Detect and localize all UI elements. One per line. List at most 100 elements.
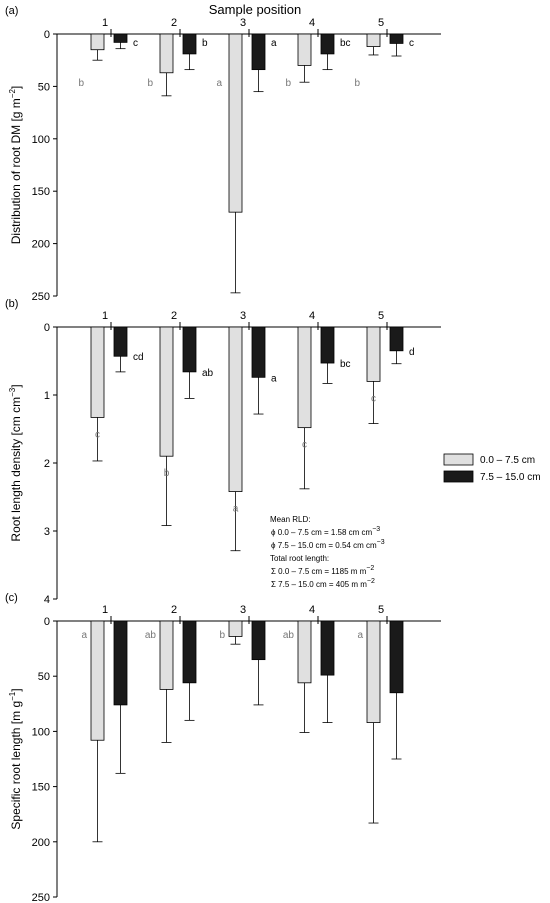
bar-shallow-5 xyxy=(366,33,381,47)
y-tick-label: 50 xyxy=(38,81,50,93)
bar-deep-4 xyxy=(320,620,335,676)
y-tick-label: 100 xyxy=(32,726,50,738)
bar-deep-1 xyxy=(113,620,128,706)
y-tick-label: 0 xyxy=(44,616,50,628)
y-tick-label: 250 xyxy=(32,892,50,903)
y-tick-label: 50 xyxy=(38,671,50,683)
annotation-box: Mean RLD:ϕ 0.0 – 7.5 cm = 1.58 cm cm−3ϕ … xyxy=(270,515,385,589)
bar-shallow-2 xyxy=(159,620,174,690)
bar-deep-3 xyxy=(251,620,266,661)
bar-shallow-3 xyxy=(228,620,243,637)
bar-deep-2 xyxy=(182,33,197,55)
significance-letter: b xyxy=(219,630,225,641)
x-tick-label: 1 xyxy=(102,604,108,616)
annotation-text: Total root length: xyxy=(270,554,329,563)
y-axis-title: Distribution of root DM [g m−2] xyxy=(8,86,23,245)
x-tick-label: 5 xyxy=(378,17,384,29)
x-tick-label: 1 xyxy=(102,17,108,29)
bar-deep-5 xyxy=(389,326,404,352)
significance-letter: b xyxy=(202,38,208,49)
annotation-superscript: −2 xyxy=(367,578,375,585)
panel-a: 0 50 100 150 200 250 (a) Distribution of root D… xyxy=(5,5,441,303)
x-tick-label: 2 xyxy=(171,310,177,322)
significance-letter: a xyxy=(216,78,222,89)
y-tick-label: 4 xyxy=(44,594,50,606)
significance-letter: ab xyxy=(145,630,157,641)
bar-shallow-5 xyxy=(366,326,381,382)
bar-shallow-4 xyxy=(297,33,312,66)
significance-letter: c xyxy=(95,429,100,440)
significance-letter: c xyxy=(409,38,414,49)
bar-deep-5 xyxy=(389,33,404,44)
bar-shallow-2 xyxy=(159,33,174,74)
annotation-superscript: −2 xyxy=(366,565,374,572)
y-tick-label: 250 xyxy=(32,291,50,303)
y-tick-label: 1 xyxy=(44,390,50,402)
significance-letter: a xyxy=(357,630,363,641)
legend-swatch xyxy=(443,470,474,483)
y-axis-title: Root length density [cm cm−3] xyxy=(8,384,23,541)
bar-deep-2 xyxy=(182,326,197,373)
x-tick-label: 3 xyxy=(240,17,246,29)
annotation-line: Total root length: xyxy=(270,554,329,563)
bar-deep-4 xyxy=(320,33,335,55)
x-tick-label: 3 xyxy=(240,310,246,322)
y-axis-title-sup: −3 xyxy=(8,387,17,397)
y-tick-label: 0 xyxy=(44,29,50,41)
significance-letter: a xyxy=(233,504,239,515)
x-tick-label: 1 xyxy=(102,310,108,322)
legend-swatch xyxy=(443,453,474,466)
annotation-text: Σ 0.0 – 7.5 cm = 1185 m m xyxy=(271,567,367,576)
panel-label: (c) xyxy=(5,592,18,604)
x-tick-label: 4 xyxy=(309,17,315,29)
bar-shallow-1 xyxy=(90,620,105,741)
y-axis-title-end: ] xyxy=(9,384,23,387)
y-tick-label: 150 xyxy=(32,186,50,198)
significance-letter: c xyxy=(133,38,138,49)
legend-label: 7.5 – 15.0 cm xyxy=(480,472,541,483)
y-tick-label: 150 xyxy=(32,782,50,794)
x-tick-label: 2 xyxy=(171,17,177,29)
x-tick-label: 4 xyxy=(309,310,315,322)
y-axis-title-end: ] xyxy=(9,688,23,691)
significance-letter: b xyxy=(78,78,84,89)
annotation-text: ϕ 7.5 – 15.0 cm = 0.54 cm cm xyxy=(271,541,377,550)
bar-shallow-3 xyxy=(228,326,243,492)
bar-deep-3 xyxy=(251,33,266,71)
bar-shallow-4 xyxy=(297,326,312,429)
significance-letter: a xyxy=(81,630,87,641)
significance-letter: cd xyxy=(133,352,144,363)
y-axis-title-sup: −2 xyxy=(8,89,17,99)
annotation-superscript: −3 xyxy=(372,526,380,533)
x-tick-label: 2 xyxy=(171,604,177,616)
significance-letter: b xyxy=(285,78,291,89)
annotation-line: ϕ 0.0 – 7.5 cm = 1.58 cm cm−3 xyxy=(271,526,380,537)
significance-letter: ab xyxy=(283,630,295,641)
x-tick-label: 4 xyxy=(309,604,315,616)
significance-letter: ab xyxy=(202,368,214,379)
y-tick-label: 100 xyxy=(32,134,50,146)
bar-deep-1 xyxy=(113,326,128,357)
bar-deep-5 xyxy=(389,620,404,694)
y-axis-title-main: Distribution of root DM [g m xyxy=(9,98,23,244)
y-tick-label: 0 xyxy=(44,322,50,334)
chart-title: Sample position xyxy=(209,2,302,17)
bar-deep-4 xyxy=(320,326,335,364)
panel-label: (b) xyxy=(5,298,18,310)
significance-letter: c xyxy=(302,440,307,451)
bar-deep-2 xyxy=(182,620,197,684)
significance-letter: bc xyxy=(340,359,351,370)
legend-label: 0.0 – 7.5 cm xyxy=(480,455,535,466)
legend: 0.0 – 7.5 cm 7.5 – 15.0 cm xyxy=(443,453,541,483)
significance-letter: bc xyxy=(340,38,351,49)
y-axis-title: Specific root length [m g−1] xyxy=(8,688,23,829)
bar-shallow-5 xyxy=(366,620,381,723)
bar-shallow-3 xyxy=(228,33,243,213)
annotation-text: ϕ 0.0 – 7.5 cm = 1.58 cm cm xyxy=(271,528,373,537)
significance-letter: b xyxy=(354,78,360,89)
bar-shallow-4 xyxy=(297,620,312,684)
y-axis-title-sup: −1 xyxy=(8,691,17,701)
